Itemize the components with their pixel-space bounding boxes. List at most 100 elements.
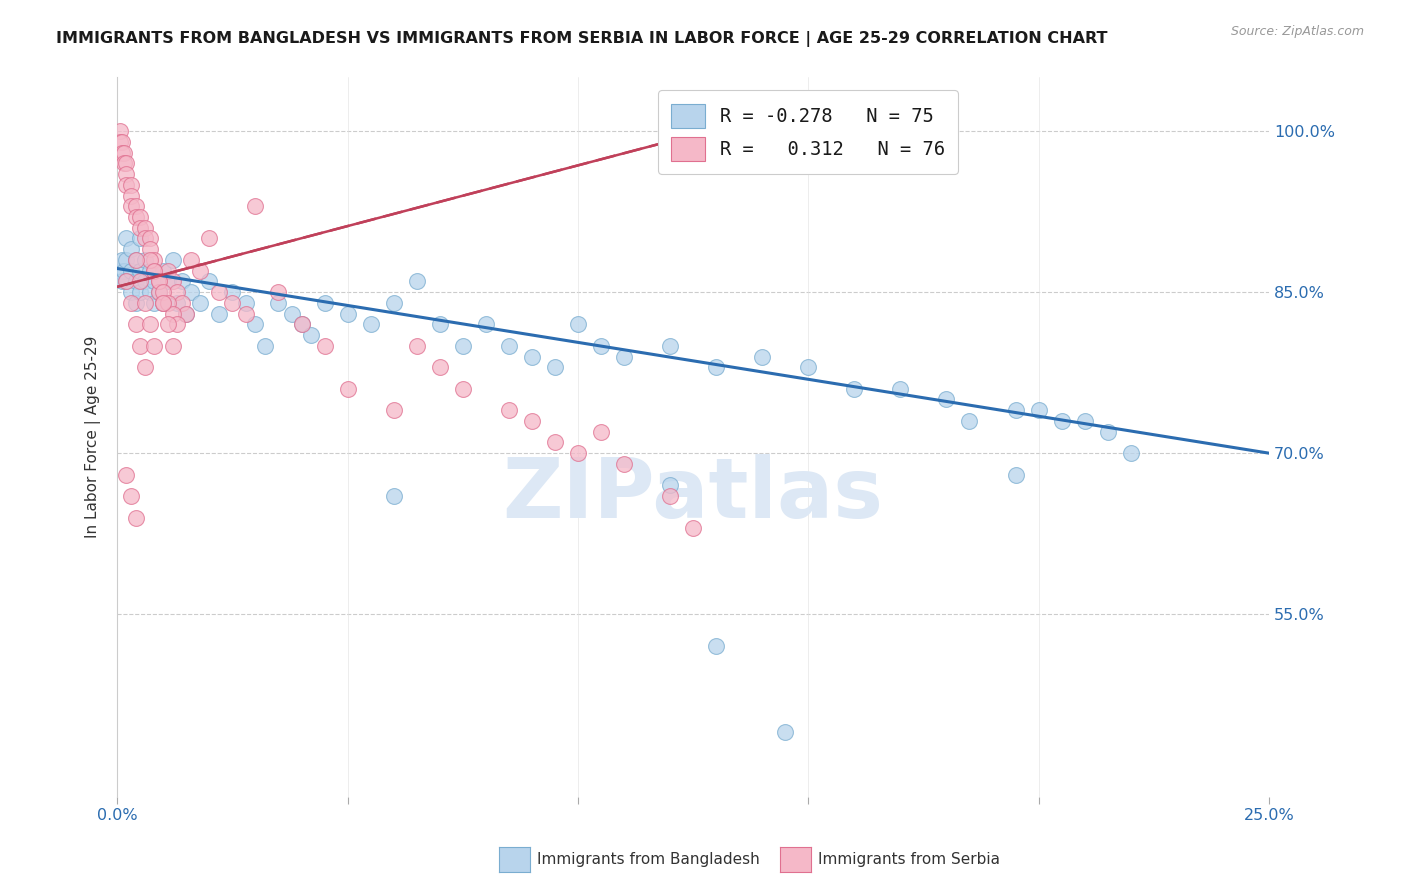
Point bbox=[120, 199, 142, 213]
Point bbox=[134, 296, 156, 310]
Point bbox=[152, 285, 174, 300]
Point bbox=[520, 414, 543, 428]
Point bbox=[129, 220, 152, 235]
Point bbox=[125, 252, 148, 267]
Point bbox=[134, 231, 156, 245]
Point bbox=[1119, 446, 1142, 460]
Point bbox=[138, 318, 160, 332]
Point bbox=[659, 489, 682, 503]
Point bbox=[253, 339, 276, 353]
Point bbox=[235, 307, 257, 321]
Point bbox=[704, 360, 727, 375]
Text: Immigrants from Serbia: Immigrants from Serbia bbox=[818, 853, 1000, 867]
Point bbox=[544, 435, 567, 450]
Point bbox=[498, 339, 520, 353]
Point bbox=[1004, 403, 1026, 417]
Point bbox=[1028, 403, 1050, 417]
Point bbox=[148, 274, 170, 288]
Point bbox=[245, 199, 267, 213]
Point bbox=[129, 285, 152, 300]
Point bbox=[129, 263, 152, 277]
Point bbox=[115, 274, 138, 288]
Point bbox=[198, 231, 221, 245]
Point bbox=[152, 296, 174, 310]
Point bbox=[935, 392, 957, 407]
Point bbox=[207, 307, 229, 321]
Point bbox=[115, 167, 138, 181]
Point bbox=[148, 274, 170, 288]
Point bbox=[382, 403, 405, 417]
Point bbox=[704, 640, 727, 654]
Point bbox=[959, 414, 981, 428]
Point bbox=[166, 318, 188, 332]
Point bbox=[451, 382, 474, 396]
Point bbox=[281, 307, 304, 321]
Point bbox=[108, 263, 131, 277]
Point bbox=[138, 285, 160, 300]
Point bbox=[143, 263, 166, 277]
Point bbox=[382, 489, 405, 503]
Point bbox=[267, 285, 290, 300]
Point bbox=[567, 318, 589, 332]
Point bbox=[162, 274, 184, 288]
Point bbox=[134, 274, 156, 288]
Point bbox=[221, 285, 243, 300]
Point bbox=[156, 318, 179, 332]
Point bbox=[405, 339, 427, 353]
Point bbox=[405, 274, 427, 288]
Point bbox=[112, 145, 135, 160]
Point bbox=[1004, 467, 1026, 482]
Point bbox=[451, 339, 474, 353]
Point bbox=[245, 318, 267, 332]
Point bbox=[889, 382, 911, 396]
Point bbox=[382, 296, 405, 310]
Legend: R = -0.278   N = 75, R =   0.312   N = 76: R = -0.278 N = 75, R = 0.312 N = 76 bbox=[658, 90, 959, 174]
Point bbox=[120, 188, 142, 202]
Point bbox=[111, 135, 134, 149]
Point bbox=[120, 178, 142, 192]
Point bbox=[115, 252, 138, 267]
Point bbox=[129, 231, 152, 245]
Point bbox=[180, 252, 202, 267]
Point bbox=[143, 263, 166, 277]
Point bbox=[115, 231, 138, 245]
Point bbox=[682, 521, 704, 535]
Point bbox=[520, 350, 543, 364]
Point bbox=[1073, 414, 1095, 428]
Point bbox=[125, 199, 148, 213]
Point bbox=[299, 328, 322, 343]
Point bbox=[156, 274, 179, 288]
Point bbox=[162, 307, 184, 321]
Point bbox=[1050, 414, 1073, 428]
Point bbox=[152, 296, 174, 310]
Point bbox=[170, 274, 193, 288]
Point bbox=[475, 318, 498, 332]
Point bbox=[797, 360, 820, 375]
Point bbox=[143, 296, 166, 310]
Point bbox=[112, 263, 135, 277]
Point bbox=[115, 467, 138, 482]
Point bbox=[429, 318, 451, 332]
Text: Immigrants from Bangladesh: Immigrants from Bangladesh bbox=[537, 853, 759, 867]
Point bbox=[166, 285, 188, 300]
Text: ZIPatlas: ZIPatlas bbox=[502, 454, 883, 535]
Point bbox=[180, 285, 202, 300]
Point bbox=[207, 285, 229, 300]
Point bbox=[498, 403, 520, 417]
Point bbox=[176, 307, 198, 321]
Point bbox=[844, 382, 866, 396]
Point bbox=[1097, 425, 1119, 439]
Point bbox=[143, 252, 166, 267]
Point bbox=[129, 339, 152, 353]
Point bbox=[162, 252, 184, 267]
Point bbox=[156, 296, 179, 310]
Point bbox=[235, 296, 257, 310]
Point bbox=[120, 285, 142, 300]
Point bbox=[134, 252, 156, 267]
Point bbox=[613, 350, 636, 364]
Point bbox=[112, 156, 135, 170]
Point bbox=[267, 296, 290, 310]
Point bbox=[115, 274, 138, 288]
Point bbox=[567, 446, 589, 460]
Point bbox=[290, 318, 312, 332]
